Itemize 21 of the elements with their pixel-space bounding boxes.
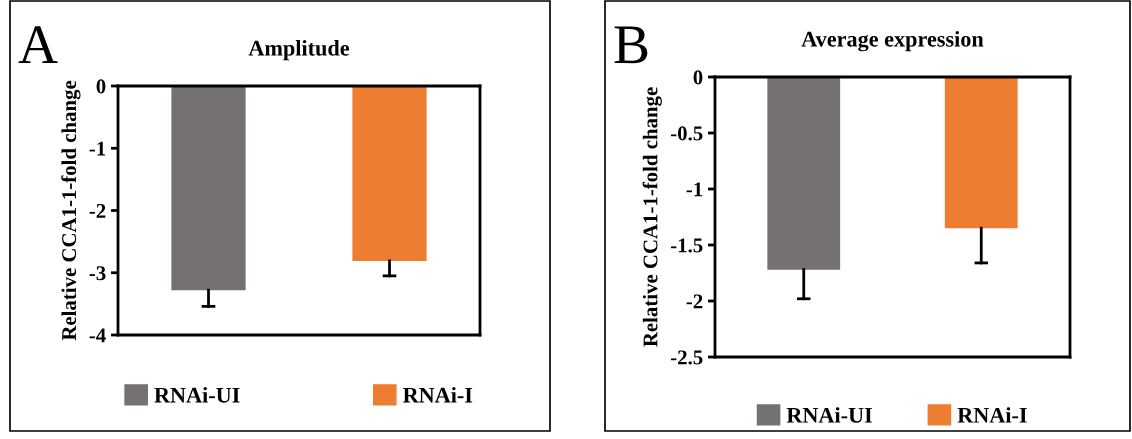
y-tick-label: -3 (89, 266, 106, 281)
y-tick-label: -4 (89, 328, 106, 343)
y-tick-label: -2 (89, 203, 106, 218)
y-tick-label: -2.5 (670, 350, 703, 365)
text: A (18, 26, 58, 63)
y-tick-label: -0.5 (670, 126, 703, 141)
y-tick-label: 0 (693, 70, 703, 85)
text: B (614, 26, 648, 64)
y-tick-label: 0 (96, 79, 106, 94)
chart-title: Amplitude (248, 40, 350, 61)
legend-label: RNAi-UI (154, 387, 240, 403)
legend-label: RNAi-UI (786, 407, 872, 423)
legend-label: RNAi-I (402, 387, 473, 403)
chart-title: Average expression (801, 31, 984, 52)
y-tick-label: -1.5 (670, 238, 703, 253)
y-tick-label: -1 (89, 141, 106, 156)
y-axis-title: Relative CCA1-1-fold change (642, 87, 662, 347)
y-tick-label: -2 (686, 294, 703, 309)
y-tick-label: -1 (686, 182, 703, 197)
y-axis-title: Relative CCA1-1-fold change (61, 80, 81, 341)
legend-label: RNAi-I (957, 407, 1027, 423)
